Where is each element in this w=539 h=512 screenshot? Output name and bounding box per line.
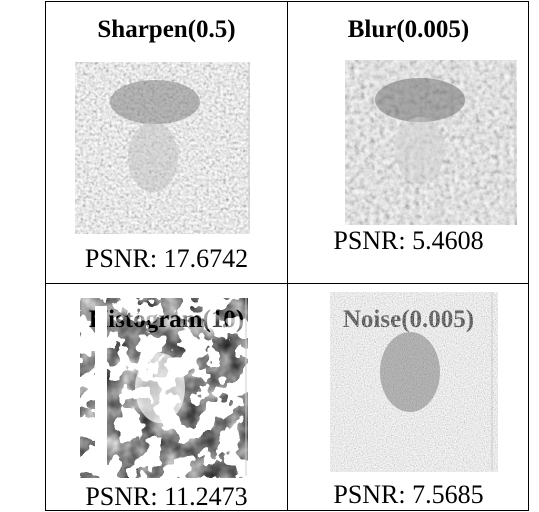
cell-title: Blur(0.005) (288, 15, 529, 45)
border (287, 1, 288, 511)
image (345, 60, 517, 225)
image (330, 292, 498, 472)
cell-title: Sharpen(0.5) (46, 15, 287, 45)
psnr-label: PSNR: 11.2473 (46, 482, 287, 512)
psnr-label: PSNR: 17.6742 (46, 244, 287, 274)
page: {"table": {"rows": [ [{"title": "Sharpen… (0, 0, 539, 512)
psnr-label: PSNR: 7.5685 (288, 480, 529, 510)
psnr-label: PSNR: 5.4608 (288, 226, 529, 256)
border (528, 1, 529, 511)
image (80, 298, 248, 478)
image (75, 62, 250, 234)
